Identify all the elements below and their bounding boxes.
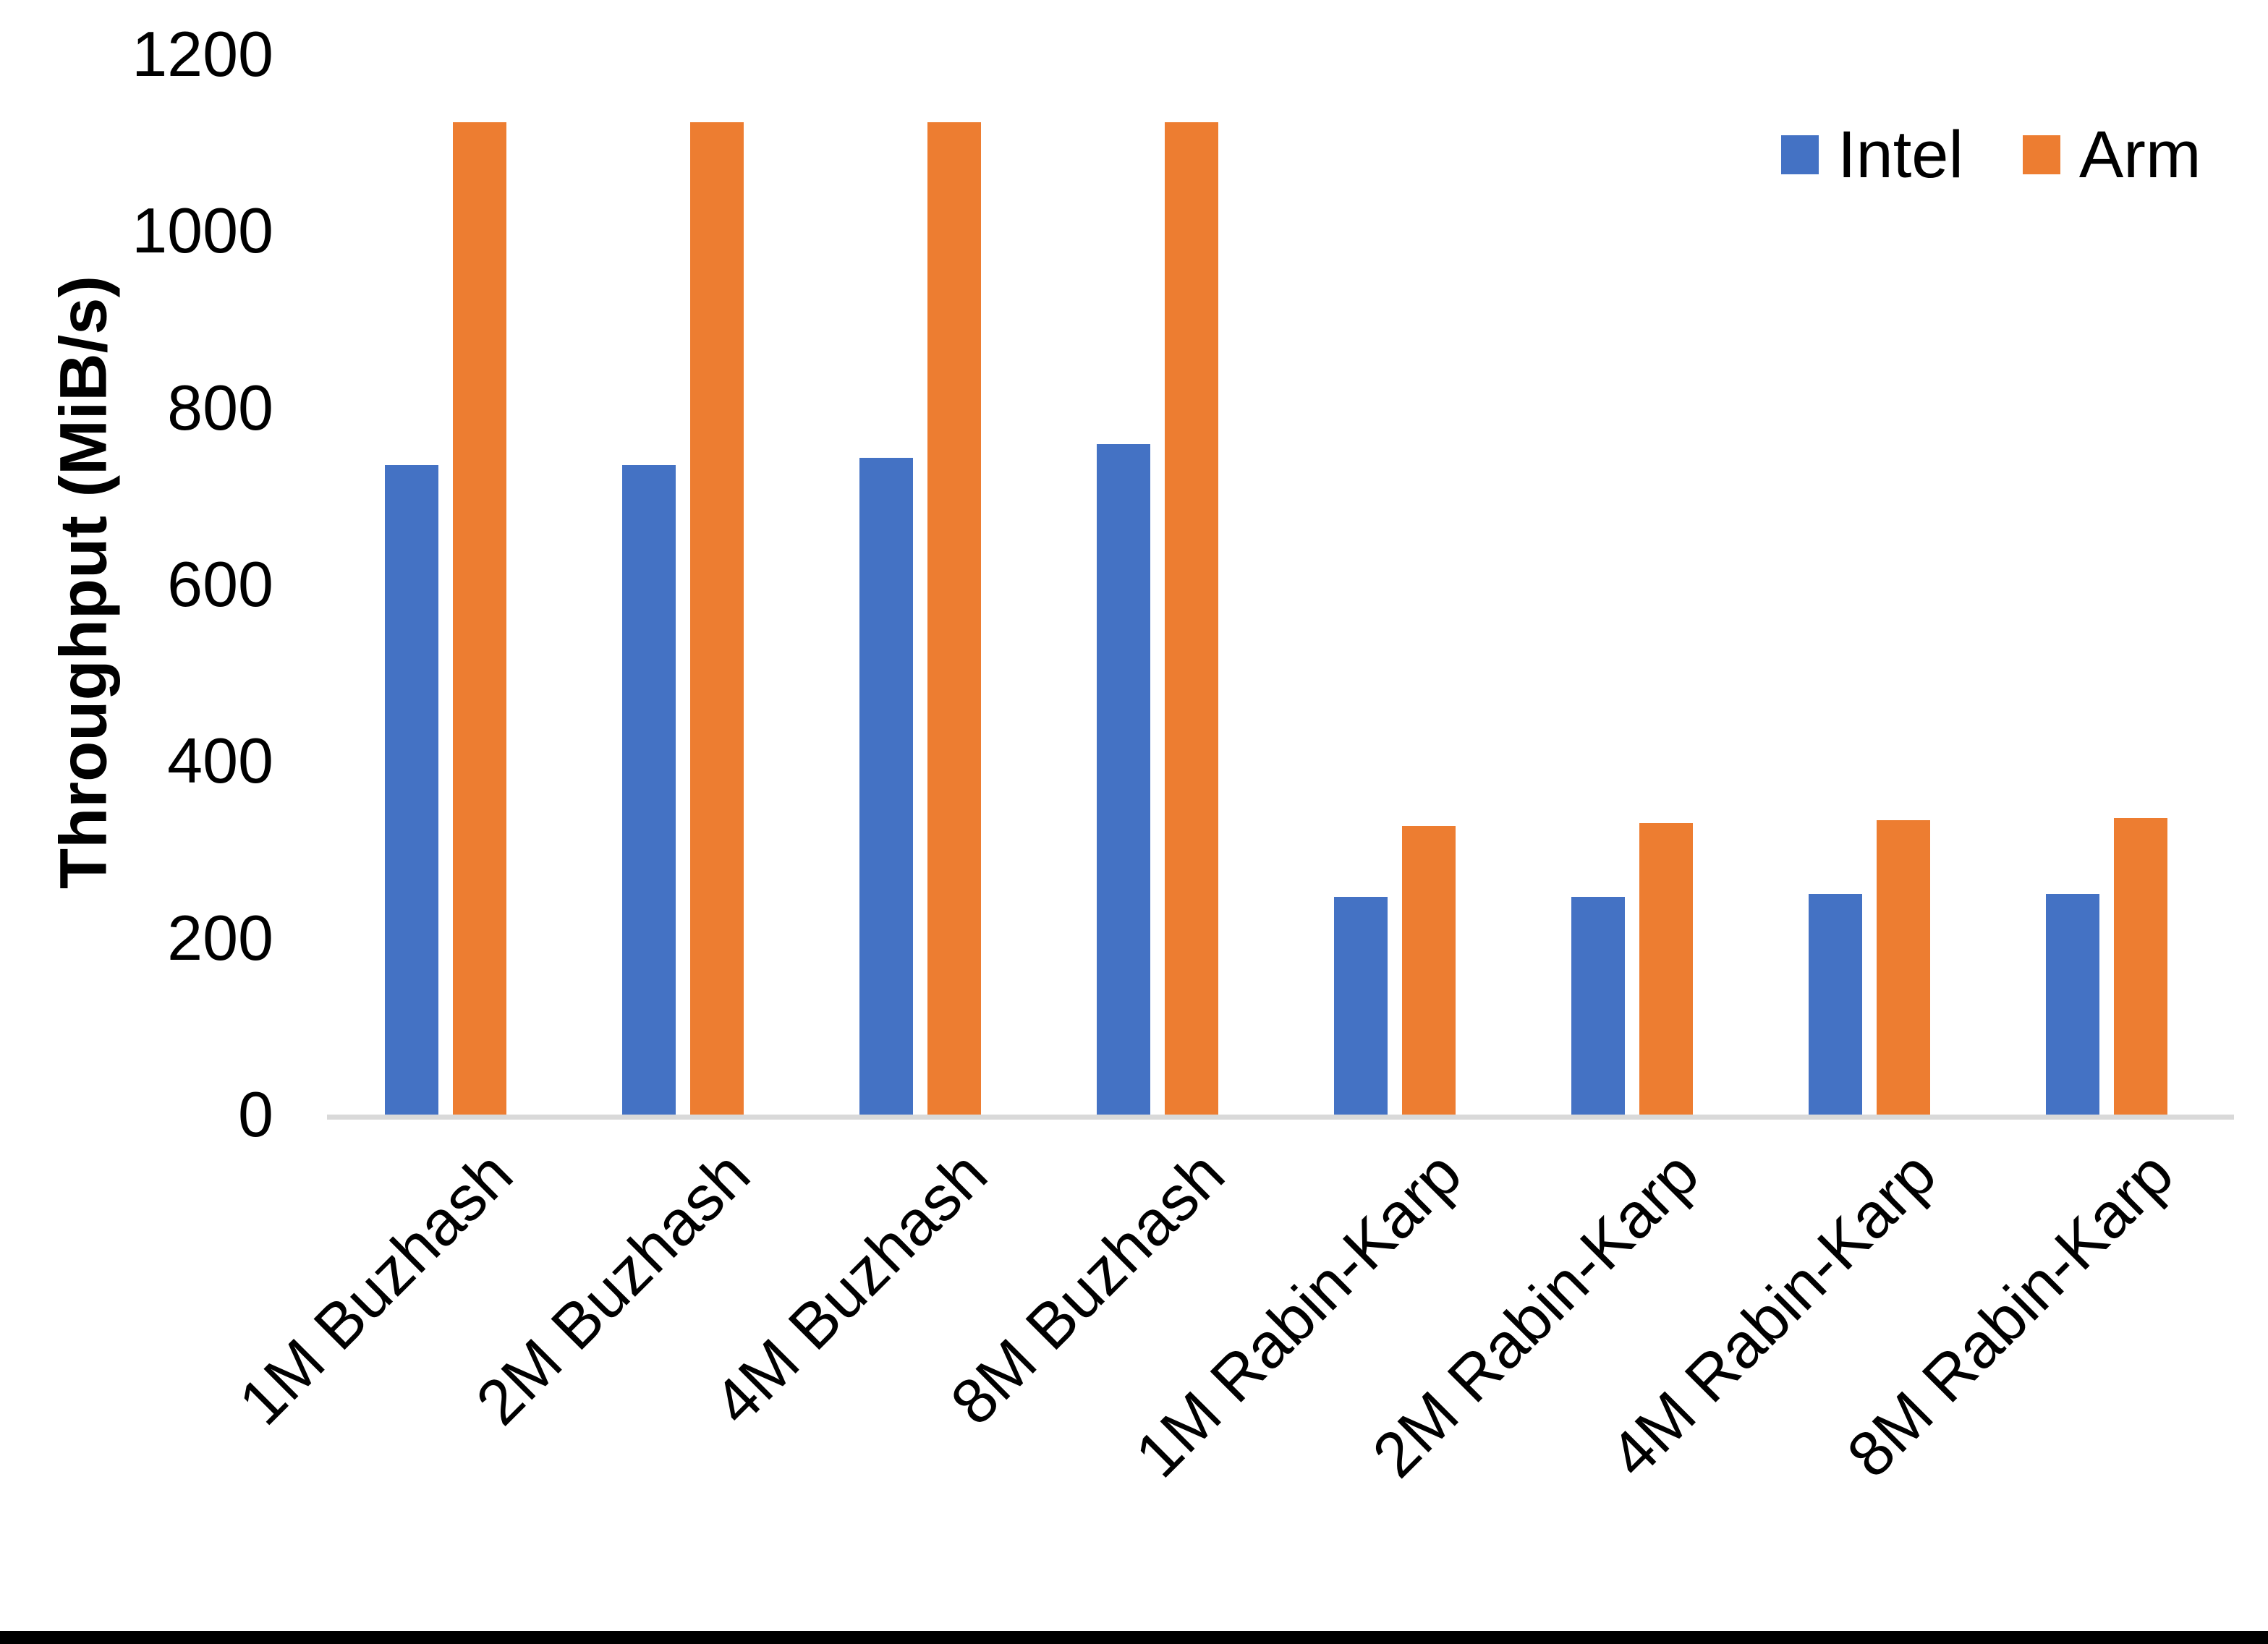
bar-arm-4m-rabin-karp [1877,820,1930,1115]
bar-intel-4m-rabin-karp [1809,894,1862,1115]
bar-intel-1m-buzhash [385,465,438,1115]
plot-area [327,54,2225,1115]
bar-arm-8m-rabin-karp [2114,818,2167,1115]
legend-label-arm: Arm [2078,118,2201,192]
legend: Intel Arm [1781,122,2201,188]
bar-intel-8m-buzhash [1097,444,1150,1115]
bar-intel-2m-rabin-karp [1571,897,1625,1115]
bar-intel-4m-buzhash [859,458,913,1115]
y-tick-label-800: 800 [167,371,273,443]
bar-arm-8m-buzhash [1165,122,1218,1115]
bar-intel-2m-buzhash [622,465,676,1115]
y-tick-label-0: 0 [238,1078,273,1150]
bar-arm-4m-buzhash [927,122,981,1115]
legend-label-intel: Intel [1838,118,1963,192]
y-tick-label-400: 400 [167,725,273,797]
bar-intel-8m-rabin-karp [2046,894,2099,1115]
bottom-border-bar [0,1631,2268,1644]
bar-arm-2m-rabin-karp [1639,823,1693,1115]
legend-swatch-intel [1781,135,1819,174]
legend-swatch-arm [2022,135,2060,174]
legend-item-intel: Intel [1781,122,1963,188]
x-axis-line [327,1115,2234,1120]
bar-arm-2m-buzhash [690,122,744,1115]
y-tick-label-600: 600 [167,548,273,620]
bar-intel-1m-rabin-karp [1334,897,1388,1115]
bar-arm-1m-rabin-karp [1402,826,1456,1115]
y-tick-label-1000: 1000 [132,195,273,267]
y-tick-label-200: 200 [167,901,273,974]
bar-arm-1m-buzhash [453,122,506,1115]
y-tick-label-1200: 1200 [132,18,273,90]
legend-item-arm: Arm [2022,118,2201,192]
